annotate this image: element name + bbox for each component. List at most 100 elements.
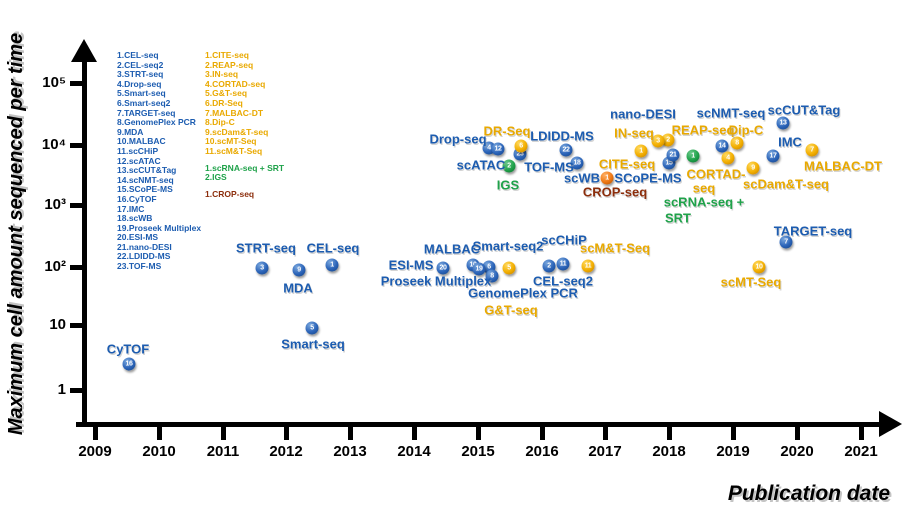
label-scchip: scCHiP: [541, 232, 587, 248]
point-yellow-4-cortad-seq: 4: [721, 151, 735, 165]
point-number: 11: [559, 260, 567, 268]
label-scrna-seq: scRNA-seq +: [663, 194, 745, 210]
legend-item-1-cite-seq: 1.CITE-seq: [205, 50, 249, 60]
y-tick-1: [70, 387, 83, 393]
label-strt-seq: STRT-seq: [236, 240, 296, 256]
x-tick-label-2020: 2020: [780, 443, 814, 460]
label-sccut-tag: scCUT&Tag: [767, 102, 841, 118]
legend-item-17-imc: 17.IMC: [117, 203, 145, 214]
point-blue-19-proseek-multiplex: 19: [472, 262, 486, 276]
label-drop-seq: Drop-seq: [429, 131, 487, 147]
label-malbac-dt: MALBAC-DT: [804, 158, 882, 174]
legend-item-3-strt-seq: 3.STRT-seq: [117, 69, 164, 80]
legend-item-8-genomeplex-pcr: 8.GenomePlex PCR: [117, 117, 196, 128]
point-number: 6: [519, 142, 523, 150]
x-tick-2012: [283, 427, 289, 440]
x-tick-label-2019: 2019: [716, 443, 750, 460]
point-blue-20-esi-ms: 20: [436, 261, 450, 275]
point-number: 12: [494, 145, 502, 153]
point-yellow-3-in-seq: 3: [651, 134, 665, 148]
label-scatac: scATAC: [456, 157, 506, 173]
x-tick-2010: [156, 427, 162, 440]
label-esi-ms: ESI-MS: [388, 257, 434, 273]
legend-item-15-scope-ms: 15.SCoPE-MS: [117, 184, 173, 195]
label-ldidd-ms: LDIDD-MS: [530, 128, 594, 144]
legend-group-blue: 1.CEL-seq 2.CEL-seq2 3.STRT-seq 4.Drop-seq 5…: [117, 50, 201, 272]
label-dr-seq: DR-Seq: [483, 123, 531, 139]
label-imc: IMC: [778, 134, 802, 150]
label-smart-seq: Smart-seq: [281, 336, 345, 352]
legend-item-9-scdam-t-seq: 9.scDam&T-seq: [205, 126, 269, 137]
legend-item-2-cel-seq2: 2.CEL-seq2: [117, 59, 164, 70]
legend-item-5-g-t-seq: 5.G&T-seq: [205, 88, 248, 99]
legend-item-4-drop-seq: 4.Drop-seq: [117, 78, 162, 89]
point-yellow-11-scm-t-seq: 11: [581, 259, 595, 273]
point-yellow-8-dip-c: 8: [730, 136, 744, 150]
x-tick-2021: [858, 427, 864, 440]
y-tick-10: [70, 142, 83, 148]
x-tick-label-2012: 2012: [269, 443, 303, 460]
point-green-1-scrna-seq-srt: 1: [686, 149, 700, 163]
x-tick-label-2017: 2017: [588, 443, 622, 460]
x-tick-label-2010: 2010: [142, 443, 176, 460]
x-axis-title: Publication date: [727, 482, 890, 505]
y-tick-label-10: 10²: [44, 258, 66, 275]
label-scdam-t-seq: scDam&T-seq: [743, 176, 829, 192]
y-tick-10: [70, 80, 83, 86]
x-tick-2009: [92, 427, 98, 440]
label-malbac: MALBAC: [423, 241, 481, 257]
legend-item-9-mda: 9.MDA: [117, 126, 144, 137]
y-tick-label-10: 10⁴: [41, 136, 66, 153]
point-number: 9: [751, 164, 755, 172]
label-proseek-multiplex: Proseek Multiplex: [380, 273, 492, 289]
label-seq: seq: [692, 180, 716, 196]
point-number: 7: [784, 238, 788, 246]
point-number: 13: [779, 119, 787, 127]
x-tick-label-2013: 2013: [333, 443, 367, 460]
label-igs: IGS: [496, 177, 520, 193]
point-number: 1: [605, 174, 609, 182]
x-tick-label-2015: 2015: [461, 443, 495, 460]
point-number: 20: [439, 264, 447, 272]
legend-item-2-igs: 2.IGS: [205, 172, 227, 183]
x-tick-2014: [411, 427, 417, 440]
legend-item-7-malbac-dt: 7.MALBAC-DT: [205, 107, 264, 118]
legend-column-1: 1.CEL-seq 2.CEL-seq2 3.STRT-seq 4.Drop-seq 5…: [117, 50, 201, 279]
label-genomeplex-pcr: GenomePlex PCR: [468, 285, 578, 301]
label-scope-ms: SCoPE-MS: [614, 170, 682, 186]
point-number: 2: [666, 136, 670, 144]
y-tick-label-10: 10: [49, 316, 66, 333]
label-scm-t-seq: scM&T-Seq: [579, 240, 651, 256]
y-tick-10: [70, 202, 83, 208]
x-tick-label-2014: 2014: [397, 443, 431, 460]
point-yellow-7-malbac-dt: 7: [805, 143, 819, 157]
point-number: 3: [260, 264, 264, 272]
legend-item-2-reap-seq: 2.REAP-seq: [205, 59, 254, 70]
label-cel-seq2: CEL-seq2: [533, 273, 593, 289]
point-green-2-igs: 2: [502, 159, 516, 173]
point-number: 3: [656, 137, 660, 145]
label-mda: MDA: [283, 280, 313, 296]
point-blue-21-nano-desi: 21: [666, 148, 680, 162]
point-number: 14: [718, 142, 726, 150]
label-smart-seq2: Smart-seq2: [472, 238, 544, 254]
point-blue-14-scnmt-seq: 14: [715, 139, 729, 153]
point-blue-3-strt-seq: 3: [255, 261, 269, 275]
point-number: 15: [665, 159, 673, 167]
point-yellow-1-cite-seq: 1: [634, 144, 648, 158]
point-number: 11: [584, 262, 592, 270]
legend-group-yellow: 1.CITE-seq 2.REAP-seq 3.IN-seq 4.CORTAD-seq…: [205, 50, 284, 157]
x-tick-label-2011: 2011: [206, 443, 240, 460]
legend-item-3-in-seq: 3.IN-seq: [205, 69, 239, 80]
point-number: 1: [691, 152, 695, 160]
point-yellow-6-dr-seq: 6: [514, 139, 528, 153]
point-blue-5-smart-seq: 5: [305, 321, 319, 335]
legend-item-1-scrna-seq-srt: 1.scRNA-seq + SRT: [205, 162, 285, 173]
legend-item-22-ldidd-ms: 22.LDIDD-MS: [117, 251, 171, 262]
legend-item-4-cortad-seq: 4.CORTAD-seq: [205, 78, 266, 89]
label-scmt-seq: scMT-Seq: [720, 274, 782, 290]
legend-item-12-scatac: 12.scATAC: [117, 155, 161, 166]
x-tick-2015: [475, 427, 481, 440]
x-tick-label-2021: 2021: [844, 443, 878, 460]
legend-item-10-scmt-seq: 10.scMT-Seq: [205, 136, 257, 147]
